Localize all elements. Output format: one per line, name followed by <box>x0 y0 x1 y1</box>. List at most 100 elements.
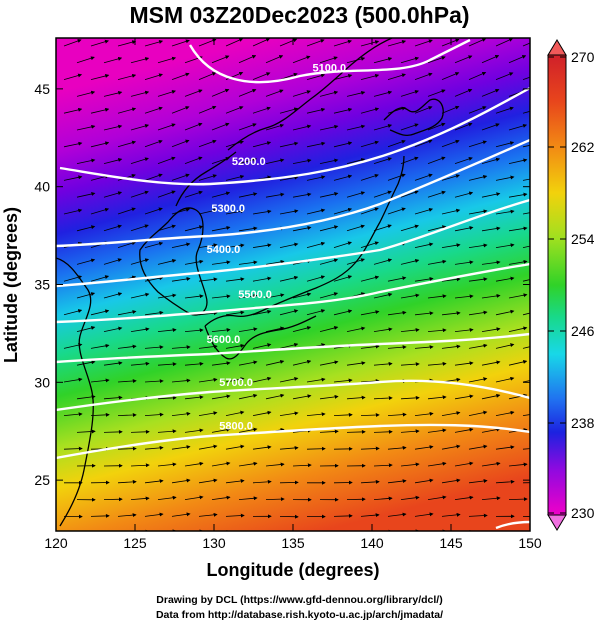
wind-arrow <box>211 88 230 97</box>
wind-arrow <box>360 73 380 80</box>
wind-arrow <box>157 293 177 299</box>
colorbar-max-triangle <box>547 39 567 56</box>
wind-arrow <box>468 343 488 349</box>
wind-arrow <box>171 411 191 416</box>
wind-arrow <box>319 192 339 198</box>
wind-arrow <box>481 226 501 232</box>
wind-arrow <box>211 294 231 299</box>
wind-arrow <box>225 106 244 114</box>
wind-arrow <box>360 479 380 484</box>
wind-arrow <box>198 344 218 349</box>
wind-arrow <box>144 479 164 484</box>
wind-arrow <box>144 345 164 350</box>
colorbar: 270 262 254 246 238 230 <box>547 39 595 531</box>
x-tick-label: 150 <box>518 535 542 551</box>
wind-arrow <box>103 124 123 131</box>
wind-arrow <box>184 361 204 366</box>
wind-arrow <box>76 225 96 232</box>
wind-arrow <box>441 311 461 316</box>
wind-arrow <box>400 495 420 500</box>
wind-arrow <box>103 429 123 434</box>
wind-arrow <box>130 463 150 468</box>
wind-arrow <box>508 497 528 502</box>
wind-arrow <box>184 461 204 467</box>
wind-arrow <box>292 292 312 299</box>
wind-arrow <box>400 56 420 64</box>
wind-arrow <box>198 277 218 282</box>
wind-arrow <box>211 327 231 332</box>
wind-arrow <box>495 141 515 148</box>
colorbar-label: 270 <box>571 49 595 65</box>
wind-arrow <box>265 293 285 299</box>
wind-arrow <box>252 141 272 148</box>
wind-arrow <box>360 446 380 451</box>
wind-arrow <box>238 260 258 265</box>
colorbar-min-triangle <box>547 514 567 531</box>
wind-arrow <box>360 513 380 518</box>
wind-arrow <box>414 207 434 215</box>
wind-arrow <box>387 207 406 215</box>
wind-arrow <box>373 124 393 131</box>
wind-arrow <box>414 311 434 316</box>
wind-arrow <box>481 88 500 97</box>
wind-arrow <box>360 107 380 114</box>
wind-arrow <box>265 123 285 131</box>
wind-arrow <box>226 530 231 531</box>
wind-arrow <box>414 106 433 114</box>
wind-arrow <box>373 224 392 232</box>
wind-arrow <box>279 411 299 416</box>
wind-arrow <box>481 427 501 433</box>
wind-arrow <box>427 56 446 64</box>
wind-arrow <box>468 277 488 282</box>
wind-arrow <box>238 88 257 97</box>
wind-arrow <box>211 225 231 232</box>
wind-arrow <box>265 497 285 502</box>
wind-arrow <box>468 479 488 484</box>
wind-arrow <box>63 73 83 80</box>
wind-arrow <box>238 192 258 198</box>
wind-arrow <box>144 512 164 517</box>
wind-arrow <box>333 378 353 383</box>
x-tick-label: 135 <box>281 535 305 551</box>
wind-arrow <box>103 158 123 164</box>
wind-arrow <box>468 71 487 80</box>
wind-arrow <box>63 412 83 417</box>
wind-arrow <box>414 277 434 282</box>
wind-arrow <box>319 258 339 265</box>
wind-arrow <box>292 463 312 468</box>
wind-arrow <box>373 429 393 434</box>
wind-arrow <box>90 309 110 316</box>
wind-arrow <box>333 513 353 518</box>
wind-arrow <box>211 461 231 467</box>
wind-arrow <box>481 55 500 64</box>
wind-arrow <box>171 39 190 47</box>
wind-arrow <box>346 361 366 366</box>
wind-arrow <box>76 56 95 64</box>
wind-arrow <box>306 309 326 316</box>
wind-arrow <box>400 362 420 367</box>
wind-arrow <box>184 89 203 97</box>
wind-arrow <box>238 157 258 164</box>
wind-arrow <box>292 55 311 64</box>
wind-arrow <box>63 377 83 383</box>
wind-arrow <box>495 106 514 114</box>
wind-arrow <box>346 429 366 434</box>
wind-arrow <box>279 309 299 316</box>
wind-arrow <box>279 175 299 181</box>
wind-arrow <box>103 395 123 400</box>
wind-arrow <box>279 72 298 80</box>
wind-arrow <box>346 326 366 332</box>
wind-arrow <box>225 444 245 450</box>
wind-arrow <box>441 174 460 181</box>
wind-arrow <box>144 139 163 148</box>
wind-arrow <box>225 479 245 484</box>
wind-arrow <box>468 410 488 416</box>
wind-arrow <box>522 380 530 383</box>
contour-label: 5600.0 <box>207 334 241 346</box>
wind-arrow <box>117 479 137 484</box>
wind-arrow <box>360 379 380 384</box>
wind-arrow <box>252 243 272 248</box>
wind-arrow <box>306 208 326 215</box>
wind-arrow <box>130 90 150 97</box>
wind-arrow <box>90 74 110 80</box>
